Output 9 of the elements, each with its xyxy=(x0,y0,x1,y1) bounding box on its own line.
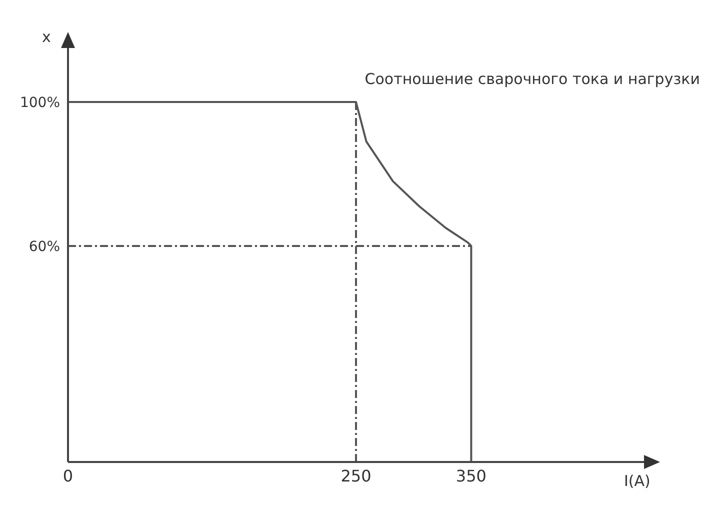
x-axis-title: I(A) xyxy=(624,472,650,490)
y-axis-title: x xyxy=(42,28,51,46)
y-tick-label: 60% xyxy=(28,238,60,255)
x-tick-label: 250 xyxy=(340,466,372,486)
line-series xyxy=(68,101,472,462)
text: Соотношение сварочного тока и нагрузки xyxy=(364,70,700,88)
y-tick-label: 100% xyxy=(20,94,60,111)
x-tick-label: 0 xyxy=(62,466,74,486)
x-tick-label: 350 xyxy=(456,466,486,486)
